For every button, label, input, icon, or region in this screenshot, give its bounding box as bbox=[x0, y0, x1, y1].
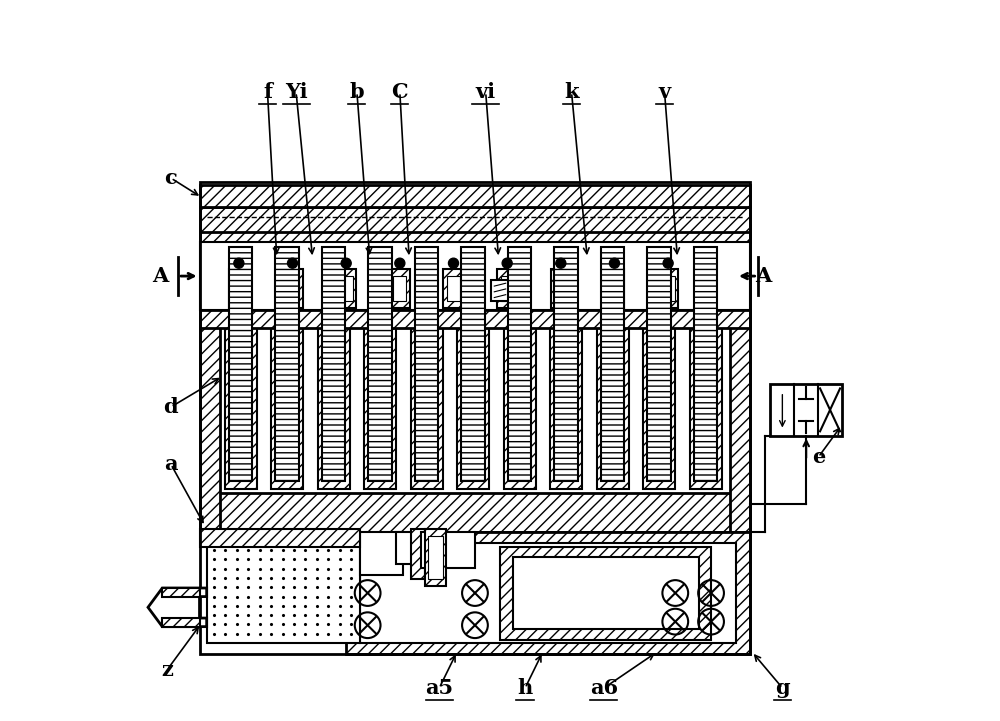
Text: b: b bbox=[350, 82, 364, 102]
Bar bbox=[411, 239, 443, 490]
Bar bbox=[225, 239, 257, 490]
Bar bbox=[770, 384, 842, 435]
Bar bbox=[497, 269, 517, 309]
Bar bbox=[200, 311, 750, 328]
Text: c: c bbox=[165, 168, 177, 188]
Text: A: A bbox=[152, 266, 168, 286]
Bar bbox=[508, 247, 531, 481]
Bar bbox=[425, 528, 446, 586]
Bar bbox=[368, 247, 392, 481]
Bar bbox=[447, 276, 460, 301]
Bar bbox=[346, 532, 750, 654]
Text: A: A bbox=[755, 266, 771, 286]
Bar bbox=[364, 239, 396, 490]
Bar bbox=[322, 247, 345, 481]
Bar bbox=[601, 247, 624, 481]
Bar bbox=[500, 547, 711, 640]
Bar bbox=[457, 239, 489, 490]
Bar bbox=[396, 532, 425, 565]
Bar bbox=[647, 247, 671, 481]
Bar bbox=[690, 239, 722, 490]
Bar bbox=[597, 239, 629, 490]
Bar bbox=[207, 543, 360, 643]
Bar bbox=[662, 276, 675, 301]
Text: C: C bbox=[392, 82, 408, 102]
Circle shape bbox=[663, 258, 673, 268]
Bar bbox=[200, 207, 750, 231]
Bar bbox=[421, 532, 475, 568]
Text: Yi: Yi bbox=[285, 82, 307, 102]
Bar bbox=[694, 247, 717, 481]
Bar bbox=[415, 247, 438, 481]
Bar bbox=[504, 239, 536, 490]
Bar bbox=[551, 269, 571, 309]
Circle shape bbox=[395, 258, 405, 268]
Bar bbox=[360, 532, 403, 575]
Text: a5: a5 bbox=[425, 678, 453, 698]
Text: k: k bbox=[564, 82, 579, 102]
Bar bbox=[200, 185, 750, 207]
Bar bbox=[428, 536, 443, 579]
Bar bbox=[200, 528, 360, 547]
Bar bbox=[360, 543, 736, 643]
Bar bbox=[554, 276, 567, 301]
Text: a: a bbox=[164, 454, 178, 474]
Text: e: e bbox=[812, 447, 825, 467]
Bar bbox=[200, 182, 750, 654]
Bar bbox=[283, 269, 303, 309]
Circle shape bbox=[556, 258, 566, 268]
Bar bbox=[608, 276, 621, 301]
Bar bbox=[229, 269, 249, 309]
Circle shape bbox=[234, 258, 244, 268]
Bar bbox=[501, 276, 514, 301]
Polygon shape bbox=[148, 588, 207, 627]
Bar bbox=[550, 239, 582, 490]
Text: d: d bbox=[164, 397, 178, 417]
Bar bbox=[200, 224, 750, 242]
Bar bbox=[340, 276, 353, 301]
Bar bbox=[443, 269, 464, 309]
Bar bbox=[491, 280, 509, 301]
Bar bbox=[271, 239, 303, 490]
Bar bbox=[318, 239, 350, 490]
Bar bbox=[232, 276, 245, 301]
Text: f: f bbox=[263, 82, 272, 102]
Text: a6: a6 bbox=[590, 678, 618, 698]
Bar bbox=[229, 247, 252, 481]
Bar bbox=[643, 239, 675, 490]
Bar bbox=[286, 276, 299, 301]
Bar bbox=[513, 557, 699, 629]
Bar bbox=[461, 247, 485, 481]
Bar bbox=[200, 242, 750, 311]
Text: v: v bbox=[658, 82, 671, 102]
Bar bbox=[336, 269, 356, 309]
Bar bbox=[275, 247, 299, 481]
Text: z: z bbox=[161, 660, 173, 680]
Text: vi: vi bbox=[476, 82, 496, 102]
Polygon shape bbox=[162, 618, 200, 627]
Bar bbox=[200, 493, 750, 532]
Circle shape bbox=[288, 258, 298, 268]
Bar bbox=[554, 247, 578, 481]
Circle shape bbox=[609, 258, 619, 268]
Bar bbox=[390, 269, 410, 309]
Bar bbox=[658, 269, 678, 309]
Bar bbox=[411, 528, 425, 579]
Bar bbox=[393, 276, 406, 301]
Polygon shape bbox=[162, 588, 200, 596]
Bar bbox=[200, 235, 220, 532]
Bar bbox=[604, 269, 624, 309]
Text: g: g bbox=[775, 678, 790, 698]
Circle shape bbox=[448, 258, 459, 268]
Circle shape bbox=[341, 258, 351, 268]
Text: h: h bbox=[517, 678, 533, 698]
Bar bbox=[730, 235, 750, 532]
Circle shape bbox=[502, 258, 512, 268]
